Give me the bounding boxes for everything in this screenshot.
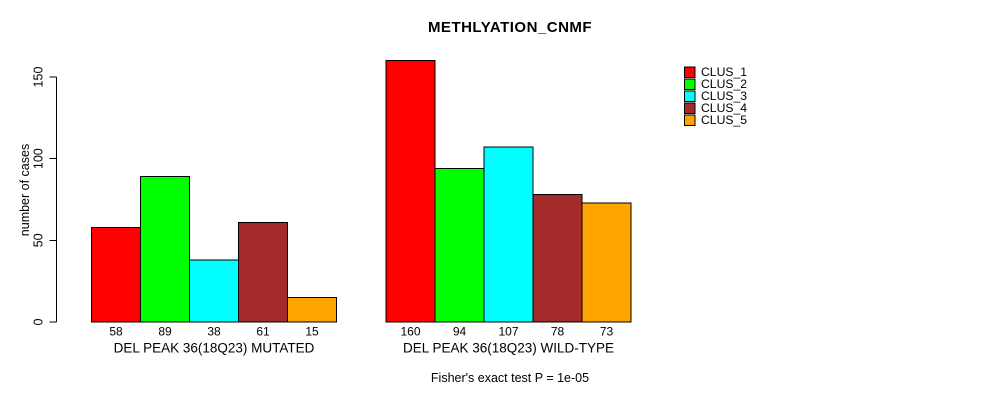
legend-swatch-clus_2 [684, 78, 696, 90]
y-axis-tick-label: 0 [31, 318, 45, 325]
footer-annotation: Fisher's exact test P = 1e-05 [430, 371, 590, 385]
chart-title: METHLYATION_CNMF [427, 19, 593, 36]
bar-clus_2-group1 [140, 176, 190, 323]
bar-value-label: 58 [109, 325, 123, 339]
bar-clus_5-group2 [581, 202, 632, 323]
legend-label: CLUS_3 [701, 89, 747, 103]
x-group-label: DEL PEAK 36(18Q23) MUTATED [114, 341, 315, 356]
bar-clus_2-group2 [434, 167, 485, 323]
bar-value-label: 160 [400, 325, 420, 339]
bar-value-label: 15 [305, 325, 319, 339]
bar-clus_4-group2 [532, 194, 583, 323]
legend-swatch-clus_4 [684, 102, 696, 114]
legend-swatch-clus_1 [684, 66, 696, 78]
x-group-label: DEL PEAK 36(18Q23) WILD-TYPE [403, 341, 614, 356]
bar-clus_4-group1 [238, 221, 288, 323]
legend-label: CLUS_1 [701, 65, 747, 79]
legend-label: CLUS_4 [701, 101, 747, 115]
y-axis-title: number of cases [18, 143, 32, 237]
bar-value-label: 61 [256, 325, 270, 339]
bar-clus_5-group1 [287, 297, 337, 323]
bar-clus_1-group2 [385, 60, 436, 323]
legend-swatch-clus_5 [684, 114, 696, 126]
y-axis-tick-label: 50 [31, 233, 45, 247]
bar-value-label: 89 [158, 325, 172, 339]
bar-value-label: 78 [551, 325, 565, 339]
bar-clus_3-group2 [483, 146, 534, 323]
bar-value-label: 107 [498, 325, 518, 339]
y-axis-tick-label: 100 [31, 148, 45, 169]
legend-swatch-clus_3 [684, 90, 696, 102]
bar-value-label: 94 [453, 325, 467, 339]
bar-clus_1-group1 [91, 226, 141, 323]
bar-value-label: 73 [600, 325, 614, 339]
legend-label: CLUS_2 [701, 77, 747, 91]
bar-clus_3-group1 [189, 259, 239, 323]
legend-label: CLUS_5 [701, 113, 747, 127]
y-axis-tick-label: 150 [31, 67, 45, 88]
bar-value-label: 38 [207, 325, 221, 339]
